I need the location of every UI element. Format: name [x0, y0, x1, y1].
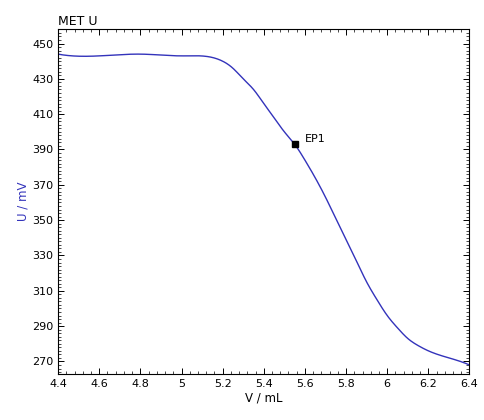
Text: MET U: MET U [58, 15, 98, 28]
X-axis label: V / mL: V / mL [245, 391, 283, 404]
Text: EP1: EP1 [305, 134, 326, 144]
Y-axis label: U / mV: U / mV [16, 182, 29, 221]
